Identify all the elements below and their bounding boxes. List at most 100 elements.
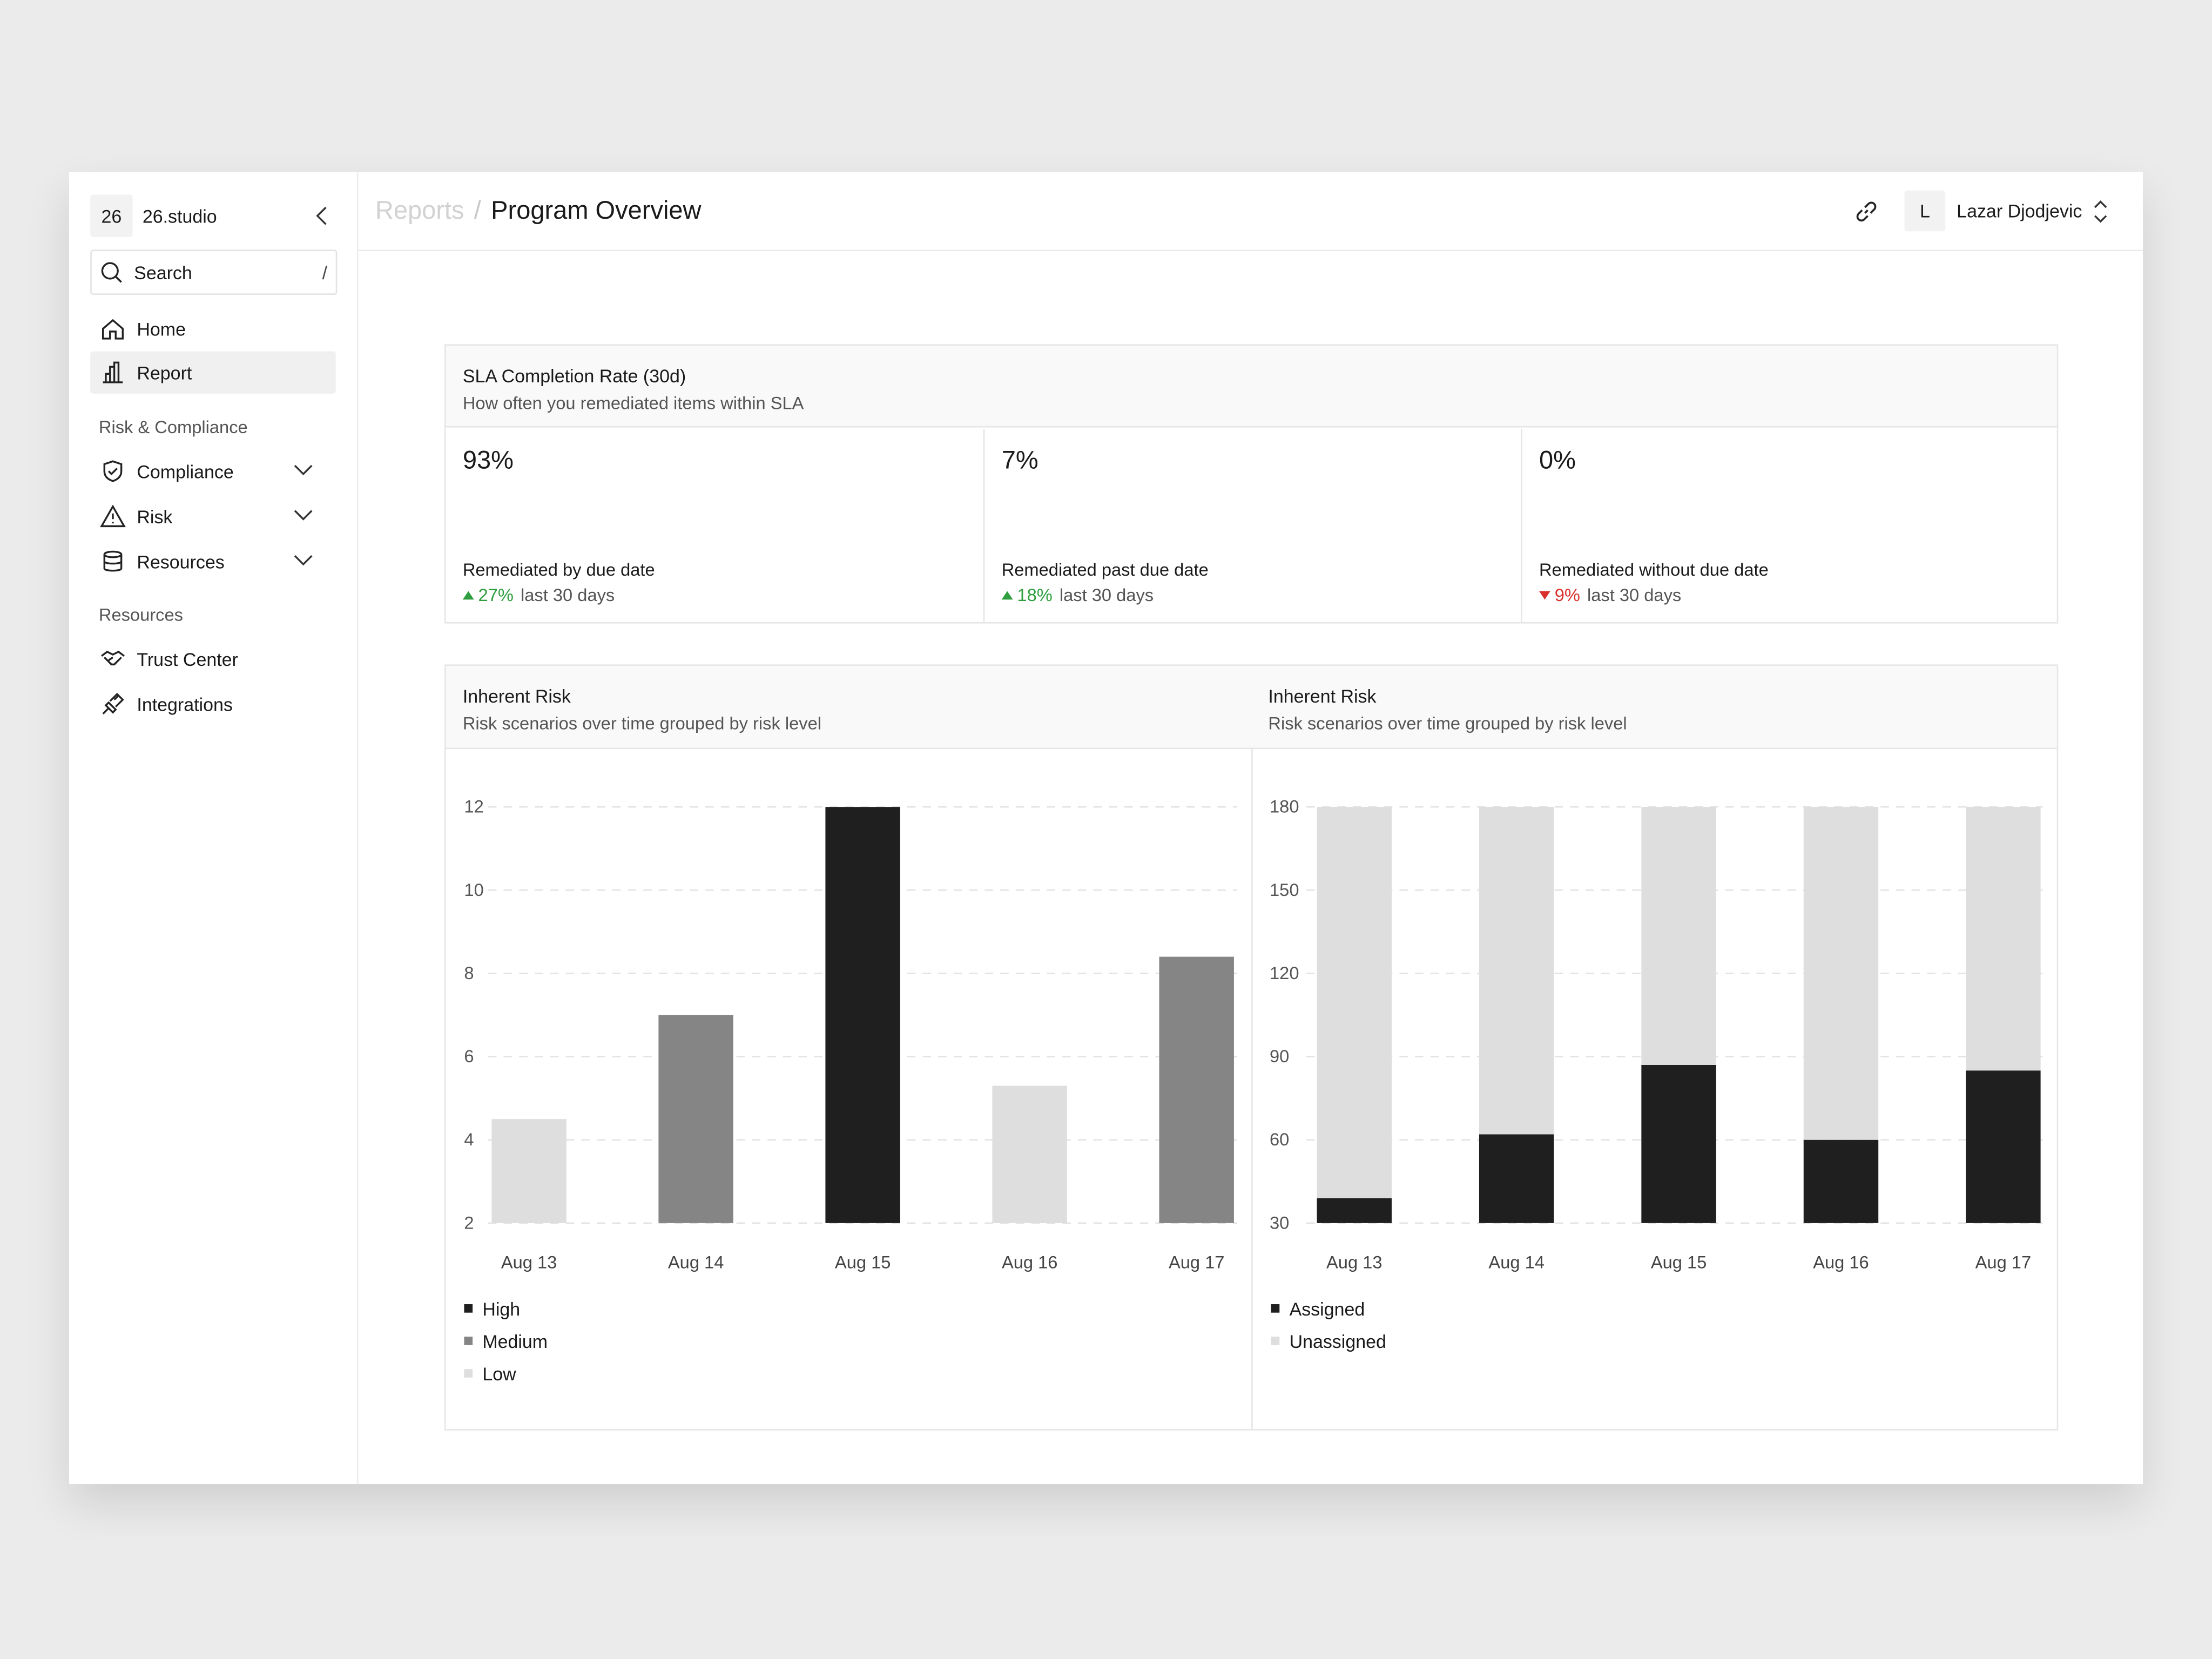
- y-tick-label: 10: [464, 880, 483, 900]
- bar: [1159, 956, 1234, 1223]
- nav-label: Risk: [137, 505, 173, 527]
- nav-item[interactable]: Compliance: [90, 450, 336, 492]
- app-window: 26 26.studio Search / Home Report Risk &…: [69, 172, 2143, 1485]
- legend-label: Low: [482, 1364, 516, 1385]
- user-switch-icon[interactable]: [2092, 198, 2109, 226]
- breadcrumb-separator: /: [474, 196, 481, 225]
- y-tick-label: 4: [464, 1129, 474, 1149]
- breadcrumb-parent[interactable]: Reports: [375, 196, 464, 225]
- chart-header: Inherent Risk Risk scenarios over time g…: [1268, 686, 1627, 734]
- bar: [825, 807, 900, 1223]
- y-tick-label: 60: [1270, 1129, 1289, 1149]
- x-tick-label: Aug 14: [1488, 1252, 1544, 1272]
- bar-segment: [1641, 1064, 1716, 1223]
- handshake-icon: [101, 650, 125, 666]
- y-tick-label: 120: [1270, 963, 1299, 983]
- database-icon: [103, 550, 123, 572]
- change-value: 27%: [478, 585, 514, 605]
- nav-item[interactable]: Integrations: [90, 683, 336, 725]
- nav-label: Resources: [137, 551, 225, 572]
- nav-item[interactable]: Risk: [90, 495, 336, 537]
- legend-swatch: [1271, 1304, 1280, 1313]
- y-tick-label: 6: [464, 1046, 474, 1066]
- link-icon[interactable]: [1853, 199, 1879, 224]
- chart-subtitle: Risk scenarios over time grouped by risk…: [462, 713, 822, 734]
- workspace-badge[interactable]: 26: [90, 194, 133, 237]
- bar: [658, 1015, 733, 1223]
- metric-change: 18% last 30 days: [1001, 585, 1154, 605]
- bar-segment: [1479, 807, 1554, 1135]
- card-header: SLA Completion Rate (30d) How often you …: [446, 346, 2057, 428]
- section-title: Risk & Compliance: [98, 417, 248, 437]
- y-tick-label: 180: [1270, 797, 1299, 817]
- bar-segment: [1966, 807, 2041, 1071]
- sla-card: SLA Completion Rate (30d) How often you …: [444, 344, 2059, 624]
- x-tick-label: Aug 13: [1326, 1252, 1382, 1272]
- metric-label: Remediated without due date: [1539, 560, 1769, 580]
- breadcrumb: Reports / Program Overview: [375, 196, 702, 226]
- section-title: Resources: [98, 605, 183, 625]
- top-bar: Reports / Program Overview L Lazar Djodj…: [358, 172, 2143, 251]
- bar-segment: [1479, 1134, 1554, 1223]
- metric: 93% Remediated by due date 27% last 30 days: [446, 429, 983, 622]
- y-tick-label: 8: [464, 963, 474, 983]
- change-period: last 30 days: [1059, 585, 1154, 605]
- change-value: 18%: [1017, 585, 1053, 605]
- x-tick-label: Aug 16: [1813, 1252, 1869, 1272]
- bar-segment: [1317, 807, 1392, 1198]
- y-tick-label: 12: [464, 797, 483, 817]
- change-period: last 30 days: [521, 585, 615, 605]
- chart: 2 4 6 8 10 12 Aug 13 Aug 14 Aug 15 Aug 16 Aug 17 Hi…: [464, 797, 1237, 1385]
- metric-change: 27% last 30 days: [462, 585, 615, 605]
- user-avatar[interactable]: L: [1904, 190, 1946, 232]
- metric-change: 9% last 30 days: [1539, 585, 1681, 605]
- user-name[interactable]: Lazar Djodjevic: [1957, 200, 2082, 222]
- metric-label: Remediated past due date: [1001, 560, 1209, 580]
- nav-item[interactable]: Resources: [90, 540, 336, 582]
- change-period: last 30 days: [1587, 585, 1682, 605]
- bar-segment: [1966, 1070, 2041, 1223]
- search-shortcut: /: [322, 262, 328, 284]
- nav-item-active[interactable]: Report: [90, 351, 336, 394]
- trend-arrow: [462, 591, 474, 600]
- nav-item[interactable]: Home: [90, 307, 336, 349]
- nav-item[interactable]: Trust Center: [90, 638, 336, 680]
- x-tick-label: Aug 17: [1169, 1252, 1224, 1272]
- x-tick-label: Aug 16: [1002, 1252, 1057, 1272]
- chevron-icon[interactable]: [293, 553, 313, 567]
- metric: 0% Remediated without due date 9% last 30 d…: [1521, 429, 2060, 623]
- trend-arrow: [1001, 591, 1013, 600]
- workspace-name[interactable]: 26.studio: [142, 206, 217, 227]
- trend-arrow: [1539, 591, 1550, 600]
- x-tick-label: Aug 17: [1975, 1252, 2031, 1272]
- search-icon: [101, 262, 122, 283]
- page-title: Program Overview: [491, 196, 702, 225]
- y-tick-label: 150: [1270, 880, 1299, 900]
- nav-label: Compliance: [137, 460, 234, 482]
- bar-segment: [1803, 807, 1879, 1140]
- card-subtitle: How often you remediated items within SL…: [462, 393, 804, 414]
- report-icon: [103, 361, 123, 383]
- bar-segment: [1803, 1139, 1879, 1223]
- chevron-icon[interactable]: [293, 508, 313, 522]
- chart-subtitle: Risk scenarios over time grouped by risk…: [1268, 713, 1627, 734]
- bar-segment: [1317, 1198, 1392, 1223]
- y-tick-label: 2: [464, 1212, 474, 1232]
- metric-label: Remediated by due date: [462, 560, 655, 580]
- search-placeholder: Search: [134, 262, 192, 284]
- chevron-icon[interactable]: [293, 463, 313, 477]
- collapse-icon[interactable]: [315, 206, 332, 226]
- metric-value: 93%: [462, 446, 514, 474]
- nav-label: Report: [137, 362, 192, 383]
- shield-icon: [103, 460, 123, 482]
- metrics-row: 93% Remediated by due date 27% last 30 days…: [446, 429, 2056, 623]
- metric-value: 0%: [1539, 446, 1576, 474]
- nav-label: Integrations: [137, 693, 233, 715]
- legend-label: Medium: [482, 1332, 548, 1352]
- legend-label: Unassigned: [1290, 1332, 1386, 1352]
- search-box[interactable]: Search /: [90, 249, 338, 295]
- sidebar: 26 26.studio Search / Home Report Risk &…: [69, 172, 359, 1485]
